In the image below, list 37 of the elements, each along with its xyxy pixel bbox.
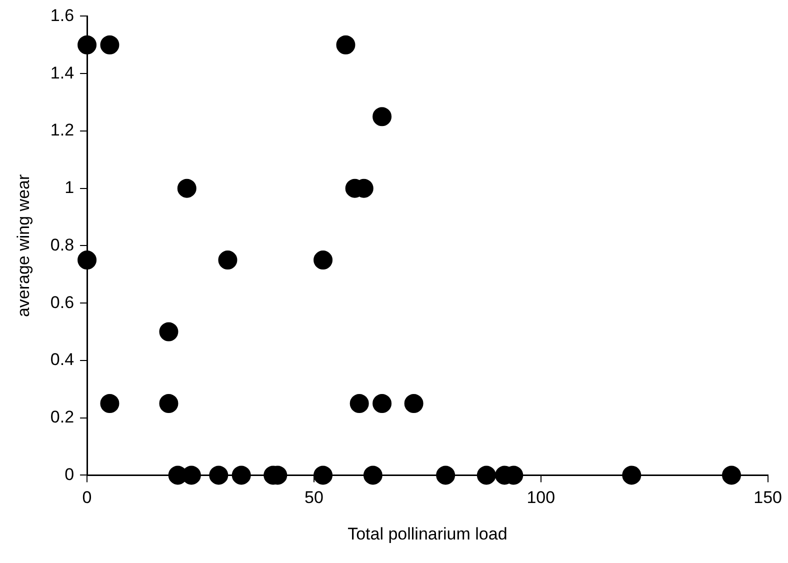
y-tick-label: 1 xyxy=(64,178,74,198)
y-tick-label: 0.8 xyxy=(50,235,74,254)
point xyxy=(314,466,333,485)
point xyxy=(100,35,120,54)
point xyxy=(622,466,642,485)
x-tick-label: 0 xyxy=(82,488,92,508)
x-axis-title: Total pollinarium load xyxy=(348,524,508,544)
point xyxy=(722,466,742,485)
y-tick-label: 1.6 xyxy=(50,6,74,25)
point xyxy=(350,394,369,413)
point xyxy=(476,466,496,485)
y-tick-label: 0.2 xyxy=(50,408,74,427)
x-tick-label: 100 xyxy=(526,488,556,508)
point xyxy=(209,466,228,485)
y-tick-label: 0.6 xyxy=(50,292,74,312)
point xyxy=(372,394,392,413)
y-tick-label: 1.2 xyxy=(50,120,74,140)
point xyxy=(218,250,238,270)
point xyxy=(404,394,424,413)
x-tick-label: 50 xyxy=(304,488,324,508)
point xyxy=(78,35,97,54)
point xyxy=(363,466,382,485)
point xyxy=(159,322,178,342)
y-tick-label: 1.4 xyxy=(50,63,74,82)
y-axis-title: average wing wear xyxy=(14,174,33,318)
point xyxy=(436,466,456,485)
point xyxy=(336,35,356,54)
point xyxy=(78,250,97,270)
point xyxy=(232,466,251,485)
y-tick-label: 0.4 xyxy=(50,350,74,370)
point xyxy=(177,178,196,198)
point xyxy=(372,107,392,126)
point xyxy=(159,394,178,413)
point xyxy=(100,394,120,413)
point xyxy=(314,250,333,270)
x-tick-label: 150 xyxy=(754,488,782,508)
y-tick-label: 0 xyxy=(64,464,74,484)
